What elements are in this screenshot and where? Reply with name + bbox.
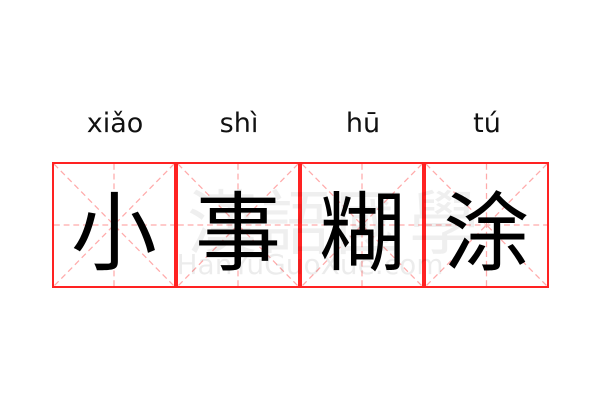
pinyin-1: xiǎo <box>86 108 144 139</box>
character-cell: 糊 <box>300 162 424 288</box>
pinyin-3: hū <box>345 108 381 139</box>
watermark-logo: 漢語國學 <box>187 183 483 265</box>
character-cell: 涂 <box>424 162 549 288</box>
pinyin-2: shì <box>219 108 259 139</box>
character-cell: 事 <box>176 162 300 288</box>
guide-lines <box>302 164 422 286</box>
guide-lines <box>54 164 174 286</box>
character-cell: 小 <box>52 162 176 288</box>
character: 事 <box>195 183 281 284</box>
guide-lines <box>426 164 547 286</box>
character-grid: 小 事 糊 涂 <box>52 162 549 288</box>
character: 涂 <box>443 183 530 284</box>
character: 小 <box>71 183 157 284</box>
guide-lines <box>178 164 298 286</box>
watermark-site: HanYuGuoXue.com <box>176 248 444 281</box>
character: 糊 <box>319 183 405 284</box>
pinyin-4: tú <box>473 108 501 139</box>
